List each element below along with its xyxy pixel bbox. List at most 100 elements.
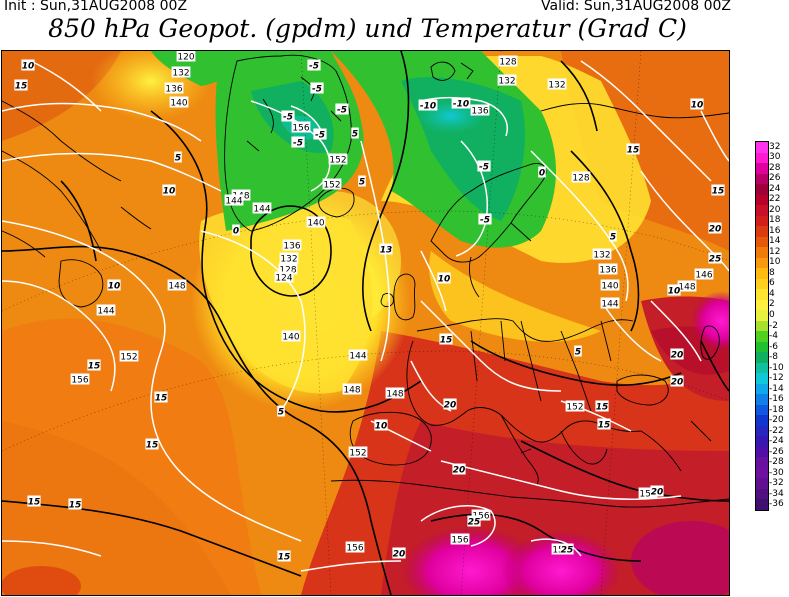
label-background — [291, 136, 305, 148]
graticule — [2, 51, 729, 595]
colorbar-label: 0 — [769, 309, 775, 320]
isotherm-label: 20 — [393, 550, 406, 560]
label-background — [306, 216, 326, 228]
label-background — [21, 59, 35, 71]
colorbar-swatch — [756, 341, 768, 353]
colorbar-swatch — [756, 173, 768, 185]
colorbar-swatch — [756, 142, 768, 153]
colorbar-label: 6 — [769, 278, 775, 289]
colorbar-swatch — [756, 478, 768, 490]
colorbar-label: -34 — [769, 488, 784, 499]
label-background — [176, 51, 196, 62]
geopotential-label: 120 — [177, 53, 194, 63]
label-background — [392, 547, 406, 559]
label-background — [592, 248, 612, 260]
label-background — [450, 533, 470, 545]
label-background — [452, 463, 466, 475]
isotherm-label: -5 — [479, 163, 489, 173]
geopotential-label: 152 — [566, 403, 583, 413]
colorbar-label: -28 — [769, 457, 784, 468]
label-background — [597, 418, 611, 430]
geopotential-label: 140 — [307, 219, 324, 229]
geopotential-label: 148 — [386, 390, 403, 400]
isotherm-label: 10 — [163, 187, 176, 197]
label-background — [477, 160, 491, 172]
colorbar-swatch — [756, 205, 768, 217]
label-background — [145, 438, 159, 450]
label-background — [307, 59, 321, 71]
colorbar-label: 18 — [769, 215, 781, 226]
colorbar-label: -18 — [769, 404, 784, 415]
label-background — [119, 350, 139, 362]
isotherm-label: 15 — [28, 498, 41, 508]
init-time: Init : Sun,31AUG2008 00Z — [4, 0, 188, 14]
label-background — [385, 387, 405, 399]
label-background — [626, 143, 640, 155]
label-background — [598, 263, 618, 275]
label-background — [478, 213, 492, 225]
colorbar-swatch — [756, 320, 768, 332]
colorbar-label: 32 — [769, 141, 781, 152]
colorbar-swatch — [756, 415, 768, 427]
colorbar-swatch — [756, 436, 768, 448]
geopotential-label: 144 — [97, 307, 114, 317]
chart-title: 850 hPa Geopot. (gpdm) und Temperatur (G… — [48, 14, 687, 43]
label-background — [252, 202, 272, 214]
label-background — [374, 419, 388, 431]
isotherm-label: 20 — [709, 225, 722, 235]
geopotential-label: 132 — [280, 255, 297, 265]
isotherm-label: -5 — [315, 131, 325, 141]
isotherm-label: 15 — [88, 362, 101, 372]
geopotential-label: 140 — [601, 282, 618, 292]
colorbar-label: 14 — [769, 236, 781, 247]
isotherm-label: 15 — [69, 501, 82, 511]
label-background — [600, 297, 620, 309]
label-background — [279, 252, 299, 264]
geopotential-label: 152 — [349, 449, 366, 459]
colorbar-swatch — [756, 373, 768, 385]
colorbar-label: 8 — [769, 267, 775, 278]
colorbar-label: 12 — [769, 246, 781, 257]
isotherm-label: 15 — [440, 336, 453, 346]
colorbar-label: -14 — [769, 383, 784, 394]
label-background — [418, 99, 438, 111]
isotherm-label: 10 — [375, 422, 388, 432]
geopotential-label: 124 — [275, 274, 292, 284]
valid-time: Valid: Sun,31AUG2008 00Z — [541, 0, 731, 14]
label-background — [451, 97, 471, 109]
colorbar-swatch — [756, 383, 768, 395]
geopotential-label: 152 — [639, 490, 656, 500]
isotherm-label: 0 — [539, 169, 545, 179]
colorbar-label: 28 — [769, 162, 781, 173]
isotherm-label: 10 — [438, 275, 451, 285]
label-background — [174, 151, 182, 163]
label-background — [595, 400, 609, 412]
header: Init : Sun,31AUG2008 00Z Valid: Sun,31AU… — [0, 0, 789, 50]
label-background — [68, 498, 82, 510]
isotherm-label: 5 — [278, 408, 284, 418]
label-background — [358, 175, 366, 187]
label-background — [667, 284, 681, 296]
label-background — [547, 78, 567, 90]
label-background — [571, 171, 591, 183]
colorbar-swatch — [756, 488, 768, 500]
colorbar-swatch — [756, 499, 768, 511]
colorbar-swatch — [756, 299, 768, 311]
label-background — [335, 103, 349, 115]
colorbar-label: -36 — [769, 499, 784, 510]
label-background — [27, 495, 41, 507]
geopotential-label: 156 — [292, 124, 309, 134]
geopotential-label: 136 — [283, 242, 300, 252]
isotherm-label: 20 — [453, 466, 466, 476]
colorbar-swatch — [756, 152, 768, 164]
label-background — [291, 121, 311, 133]
label-background — [538, 166, 546, 178]
colorbar-swatch — [756, 310, 768, 322]
colorbar-label: -6 — [769, 341, 778, 352]
label-background — [638, 487, 658, 499]
label-background — [711, 184, 725, 196]
isotherm-label: -5 — [293, 139, 303, 149]
colorbar-label: -2 — [769, 320, 778, 331]
geopotential-label: 128 — [572, 174, 589, 184]
